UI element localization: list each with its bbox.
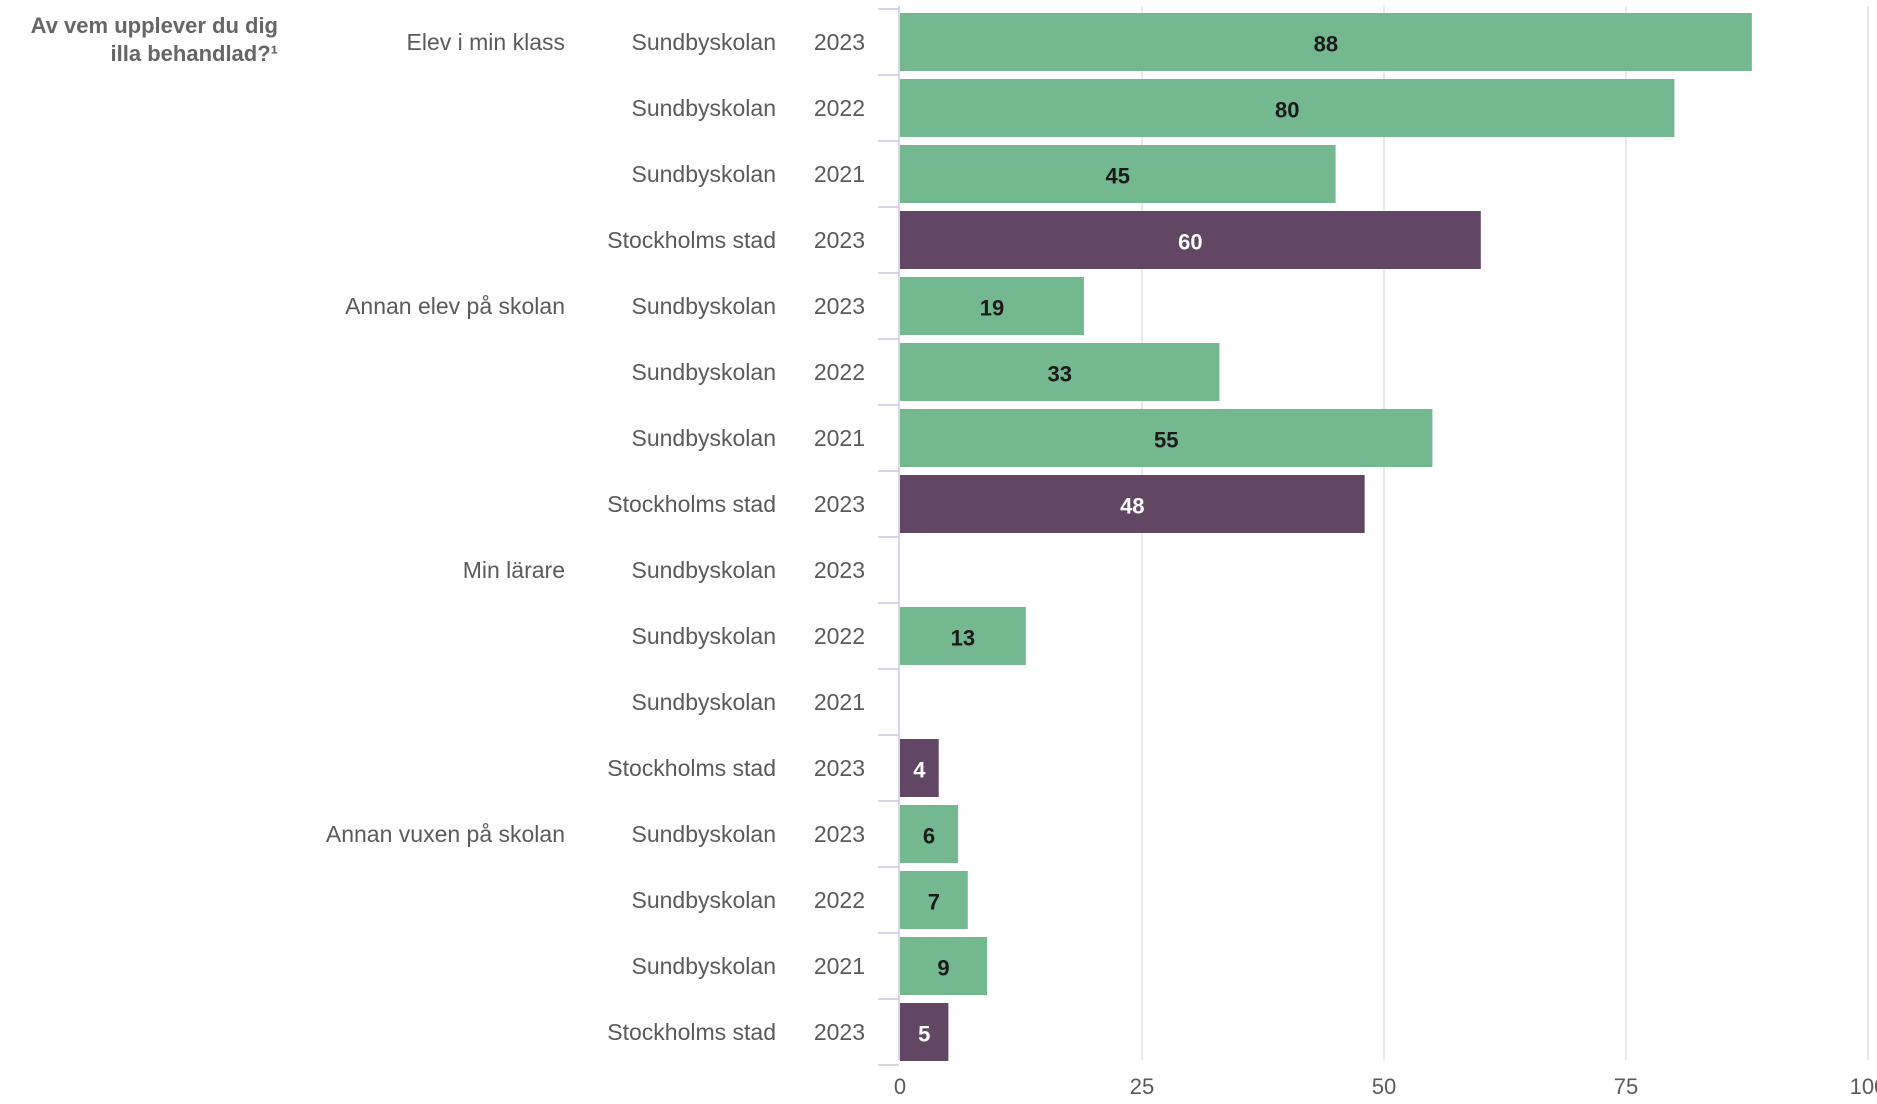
unit-label: Stockholms stad — [607, 491, 776, 517]
unit-label: Sundbyskolan — [632, 29, 777, 55]
bar — [900, 145, 1336, 203]
unit-label: Stockholms stad — [607, 227, 776, 253]
unit-label: Sundbyskolan — [632, 161, 777, 187]
year-label: 2021 — [814, 689, 865, 715]
year-label: 2022 — [814, 887, 865, 913]
bar-value-label: 7 — [928, 890, 940, 915]
bar-value-label: 6 — [923, 824, 935, 849]
group-label: Annan vuxen på skolan — [326, 821, 565, 847]
x-tick-label: 25 — [1130, 1074, 1154, 1099]
year-label: 2023 — [814, 29, 865, 55]
bar — [900, 475, 1365, 533]
unit-label: Sundbyskolan — [632, 623, 777, 649]
year-label: 2023 — [814, 293, 865, 319]
bar — [900, 13, 1752, 71]
bar-value-label: 33 — [1047, 362, 1071, 387]
group-label: Annan elev på skolan — [345, 293, 565, 319]
unit-label: Sundbyskolan — [632, 293, 777, 319]
unit-label: Sundbyskolan — [632, 359, 777, 385]
bar-value-label: 48 — [1120, 494, 1144, 519]
x-tick-label: 75 — [1614, 1074, 1638, 1099]
year-label: 2023 — [814, 491, 865, 517]
bar-value-label: 88 — [1314, 32, 1338, 57]
bar-value-label: 5 — [918, 1022, 930, 1047]
bar — [900, 1003, 949, 1061]
year-label: 2022 — [814, 623, 865, 649]
bar-value-label: 45 — [1106, 164, 1130, 189]
unit-label: Sundbyskolan — [632, 95, 777, 121]
bar — [900, 409, 1433, 467]
year-label: 2021 — [814, 425, 865, 451]
year-label: 2023 — [814, 821, 865, 847]
chart-title-line-2: illa behandlad?¹ — [110, 41, 278, 66]
bar — [900, 805, 959, 863]
bar-value-label: 55 — [1154, 428, 1178, 453]
bar — [900, 607, 1026, 665]
chart-title-line-1: Av vem upplever du dig — [30, 13, 278, 38]
bar — [900, 211, 1481, 269]
unit-label: Sundbyskolan — [632, 821, 777, 847]
bar — [900, 871, 968, 929]
year-label: 2021 — [814, 161, 865, 187]
group-label: Min lärare — [463, 557, 565, 583]
year-label: 2022 — [814, 95, 865, 121]
year-label: 2023 — [814, 557, 865, 583]
unit-label: Sundbyskolan — [632, 557, 777, 583]
unit-label: Sundbyskolan — [632, 689, 777, 715]
year-label: 2023 — [814, 755, 865, 781]
bar-value-label: 19 — [980, 296, 1004, 321]
unit-label: Sundbyskolan — [632, 887, 777, 913]
x-tick-label: 0 — [894, 1074, 906, 1099]
bar-value-label: 13 — [951, 626, 975, 651]
bar — [900, 79, 1675, 137]
bar — [900, 937, 988, 995]
bar-value-label: 9 — [937, 956, 949, 981]
bar-value-label: 80 — [1275, 98, 1299, 123]
bar-value-label: 4 — [913, 758, 926, 783]
bar-value-label: 60 — [1178, 230, 1202, 255]
unit-label: Stockholms stad — [607, 755, 776, 781]
bar — [900, 277, 1084, 335]
unit-label: Sundbyskolan — [632, 425, 777, 451]
unit-label: Stockholms stad — [607, 1019, 776, 1045]
bar — [900, 343, 1220, 401]
year-label: 2022 — [814, 359, 865, 385]
unit-label: Sundbyskolan — [632, 953, 777, 979]
x-tick-label: 100 — [1850, 1074, 1877, 1099]
year-label: 2021 — [814, 953, 865, 979]
group-label: Elev i min klass — [407, 29, 565, 55]
chart-title: Av vem upplever du dig illa behandlad?¹ — [0, 12, 278, 68]
year-label: 2023 — [814, 227, 865, 253]
bar — [900, 739, 939, 797]
x-tick-label: 50 — [1372, 1074, 1396, 1099]
year-label: 2023 — [814, 1019, 865, 1045]
